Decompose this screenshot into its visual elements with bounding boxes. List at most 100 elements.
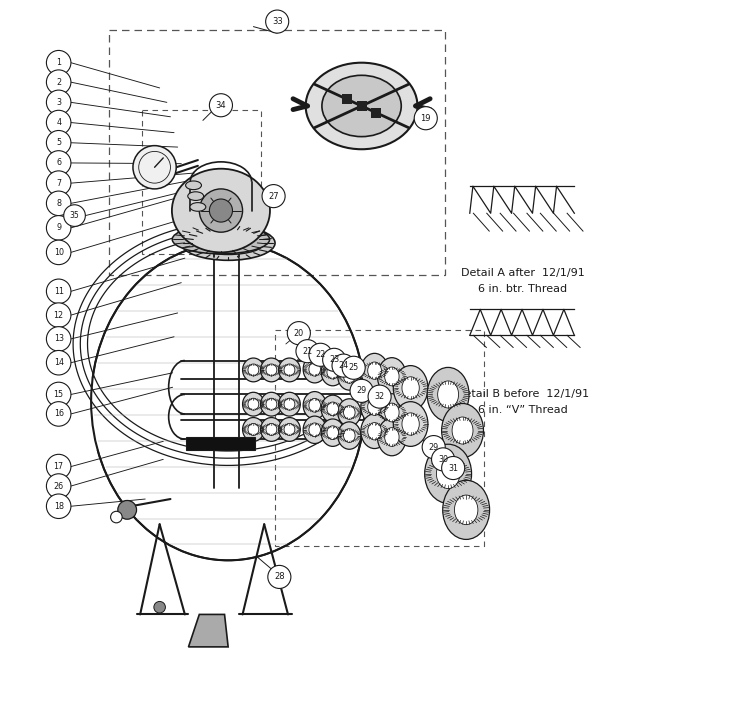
- Circle shape: [47, 494, 71, 518]
- Ellipse shape: [344, 429, 355, 442]
- Text: 11: 11: [53, 287, 64, 296]
- Text: 17: 17: [53, 462, 64, 471]
- Ellipse shape: [327, 365, 338, 379]
- Ellipse shape: [338, 363, 361, 390]
- Ellipse shape: [321, 419, 344, 447]
- Circle shape: [350, 379, 373, 403]
- Text: 7: 7: [56, 179, 61, 188]
- Ellipse shape: [441, 403, 484, 458]
- Text: 34: 34: [216, 101, 226, 110]
- Ellipse shape: [436, 459, 459, 489]
- Text: 6 in. “V” Thread: 6 in. “V” Thread: [478, 405, 567, 416]
- Text: 24: 24: [338, 361, 349, 370]
- Circle shape: [414, 106, 438, 130]
- Text: 26: 26: [53, 481, 64, 491]
- Ellipse shape: [378, 418, 406, 456]
- Ellipse shape: [344, 369, 355, 383]
- Text: 23: 23: [329, 355, 339, 364]
- Text: 20: 20: [294, 329, 304, 337]
- Ellipse shape: [279, 358, 300, 382]
- Ellipse shape: [344, 405, 355, 419]
- Text: 1: 1: [56, 58, 61, 67]
- Text: Detail B before  12/1/91: Detail B before 12/1/91: [456, 390, 589, 400]
- Ellipse shape: [305, 63, 417, 149]
- Ellipse shape: [284, 424, 295, 435]
- Ellipse shape: [243, 392, 264, 416]
- Text: 33: 33: [271, 17, 283, 26]
- Text: 30: 30: [438, 455, 448, 464]
- Ellipse shape: [361, 353, 388, 388]
- Text: 21: 21: [302, 347, 313, 355]
- Ellipse shape: [393, 366, 428, 411]
- Ellipse shape: [402, 413, 420, 435]
- Circle shape: [47, 130, 71, 155]
- Bar: [186, 437, 255, 450]
- Circle shape: [133, 146, 176, 189]
- Ellipse shape: [393, 402, 428, 447]
- Circle shape: [47, 473, 71, 498]
- Circle shape: [47, 382, 71, 407]
- Ellipse shape: [190, 203, 206, 211]
- Circle shape: [342, 356, 365, 379]
- Ellipse shape: [378, 394, 406, 432]
- Text: 29: 29: [356, 387, 367, 395]
- Circle shape: [422, 436, 445, 458]
- Circle shape: [441, 456, 465, 479]
- Ellipse shape: [266, 364, 277, 376]
- Circle shape: [47, 303, 71, 327]
- Text: Detail A after  12/1/91: Detail A after 12/1/91: [460, 268, 584, 278]
- Circle shape: [209, 93, 232, 117]
- Ellipse shape: [243, 418, 264, 442]
- Circle shape: [111, 511, 122, 523]
- Circle shape: [199, 189, 243, 232]
- Ellipse shape: [368, 398, 381, 416]
- Text: 10: 10: [53, 248, 64, 257]
- Text: 6 in. btr. Thread: 6 in. btr. Thread: [478, 284, 567, 294]
- Ellipse shape: [243, 358, 264, 382]
- Circle shape: [118, 500, 137, 519]
- Text: 16: 16: [53, 410, 64, 418]
- Circle shape: [47, 350, 71, 375]
- Text: 32: 32: [374, 392, 385, 401]
- Ellipse shape: [338, 399, 361, 426]
- Circle shape: [268, 565, 291, 589]
- Circle shape: [47, 70, 71, 94]
- Ellipse shape: [181, 226, 275, 261]
- Circle shape: [432, 448, 455, 471]
- Text: 12: 12: [53, 311, 64, 319]
- Ellipse shape: [266, 424, 277, 435]
- Ellipse shape: [425, 445, 472, 503]
- Ellipse shape: [303, 392, 326, 419]
- Ellipse shape: [186, 181, 202, 190]
- Text: 9: 9: [56, 223, 61, 232]
- Ellipse shape: [321, 395, 344, 423]
- Ellipse shape: [172, 169, 270, 253]
- Ellipse shape: [303, 416, 326, 444]
- Ellipse shape: [322, 75, 402, 137]
- Text: 25: 25: [348, 363, 359, 372]
- Text: 28: 28: [274, 573, 285, 581]
- Ellipse shape: [327, 402, 338, 416]
- Circle shape: [309, 343, 332, 366]
- Circle shape: [323, 348, 346, 371]
- Circle shape: [47, 90, 71, 114]
- Ellipse shape: [279, 418, 300, 442]
- Text: 4: 4: [56, 118, 61, 127]
- Ellipse shape: [338, 422, 361, 450]
- Circle shape: [154, 602, 165, 613]
- Circle shape: [47, 171, 71, 195]
- Ellipse shape: [385, 403, 399, 422]
- Ellipse shape: [438, 381, 459, 408]
- Circle shape: [47, 51, 71, 75]
- Bar: [342, 93, 352, 104]
- Ellipse shape: [385, 367, 399, 386]
- Text: 29: 29: [429, 442, 439, 452]
- Circle shape: [262, 185, 285, 208]
- Text: 14: 14: [53, 358, 64, 367]
- Ellipse shape: [454, 495, 478, 525]
- Circle shape: [47, 216, 71, 240]
- Ellipse shape: [248, 424, 259, 435]
- Ellipse shape: [261, 358, 282, 382]
- Ellipse shape: [248, 364, 259, 376]
- Ellipse shape: [443, 480, 490, 539]
